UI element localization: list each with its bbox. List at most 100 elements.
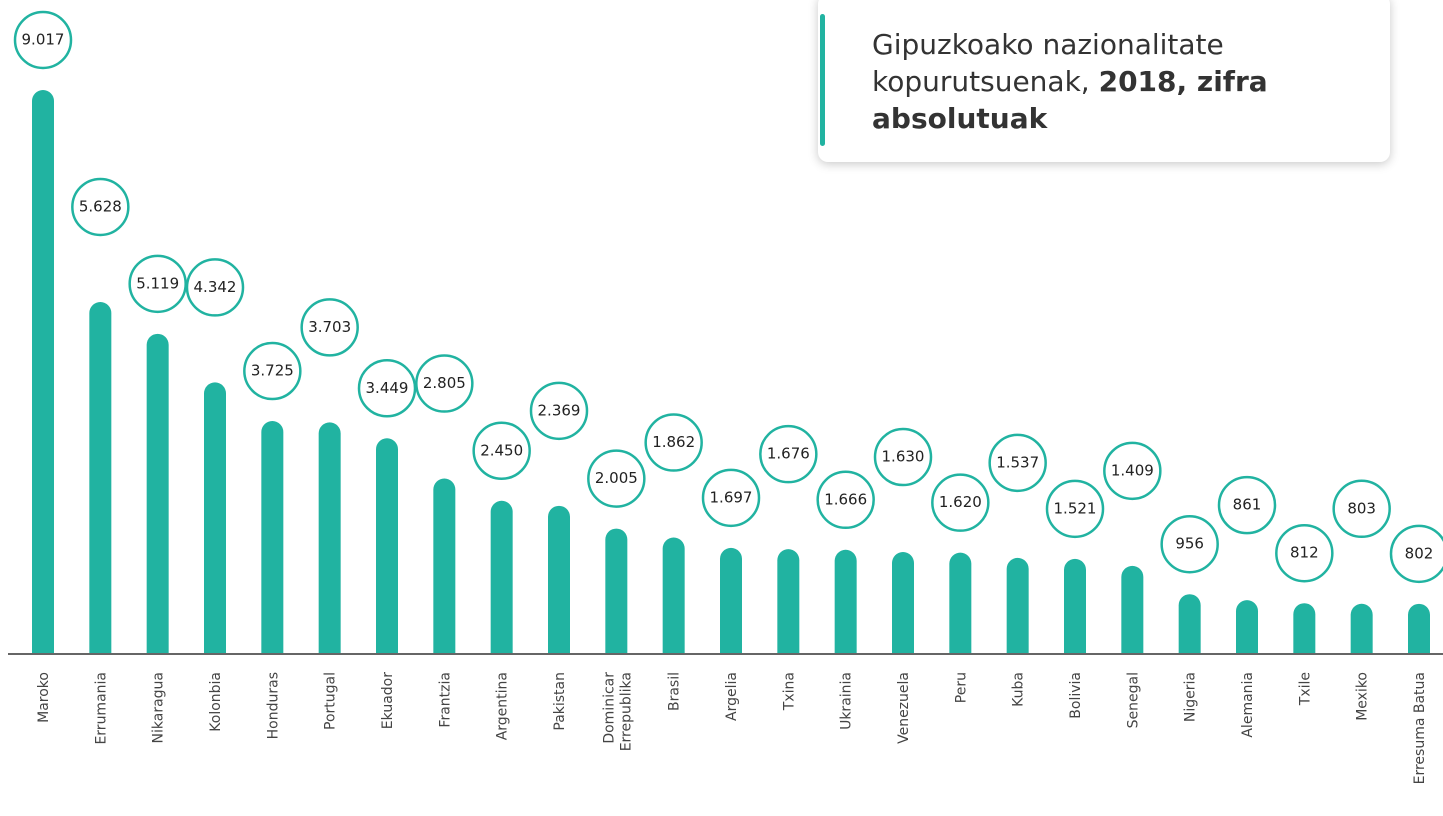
bar: [548, 505, 570, 654]
bar: [376, 438, 398, 654]
bar: [1408, 603, 1430, 654]
value-label: 2.805: [423, 374, 466, 392]
bar: [1178, 594, 1201, 654]
value-label: 2.450: [480, 441, 523, 459]
value-label: 803: [1347, 499, 1376, 517]
bar: [720, 547, 742, 654]
x-tick-label: Peru: [953, 672, 969, 703]
value-label: 2.369: [538, 401, 581, 419]
value-bubble: [644, 413, 703, 472]
bar: [318, 422, 341, 654]
bar: [146, 333, 169, 654]
value-bubble: [759, 424, 818, 484]
value-label: 812: [1290, 544, 1319, 562]
x-tick-label: Venezuela: [896, 672, 912, 744]
x-tick-label: Bolivia: [1068, 672, 1084, 719]
x-tick-label: DominicarErrepublika: [601, 672, 634, 752]
value-bubble: [1332, 479, 1391, 539]
x-tick-label: Ekuador: [380, 672, 396, 729]
bar: [1350, 603, 1373, 654]
title-text: Gipuzkoako nazionalitate kopurutsuenak,: [872, 28, 1224, 98]
value-bubble: [472, 421, 531, 481]
x-tick-label: Errumania: [93, 672, 109, 745]
x-tick-label: Nigeria: [1183, 672, 1199, 722]
x-tick-label: Ukrainia: [839, 672, 855, 730]
bar: [1293, 603, 1316, 654]
value-bubble: [529, 381, 589, 441]
value-label: 3.449: [366, 379, 409, 397]
value-label: 2.005: [595, 469, 638, 487]
bar: [1006, 557, 1029, 654]
bar: [261, 421, 284, 654]
bar: [1236, 600, 1258, 654]
value-label: 1.409: [1111, 461, 1154, 479]
value-label: 861: [1233, 496, 1262, 514]
x-tick-label: Argentina: [495, 672, 511, 740]
value-bubble: [988, 433, 1047, 493]
value-label: 1.630: [882, 448, 925, 466]
value-bubble: [357, 359, 417, 418]
bar: [490, 500, 513, 654]
title-accent: [820, 14, 825, 146]
bar: [892, 552, 914, 654]
title-box: Gipuzkoako nazionalitate kopurutsuenak, …: [818, 0, 1390, 162]
bar: [1064, 558, 1086, 654]
bar: [605, 528, 628, 654]
value-bubble: [1389, 524, 1443, 584]
value-bubble: [1217, 475, 1277, 535]
value-bubble: [13, 10, 73, 70]
x-tick-label: Portugal: [323, 672, 339, 730]
bar: [834, 549, 857, 654]
value-label: 3.703: [308, 318, 351, 336]
value-label: 5.119: [136, 274, 179, 292]
value-label: 1.521: [1054, 499, 1097, 517]
x-tick-label: Pakistan: [552, 672, 568, 731]
bar: [949, 552, 972, 654]
x-tick-label: Frantzia: [437, 672, 453, 728]
value-label: 3.725: [251, 362, 294, 380]
value-label: 1.666: [824, 490, 867, 508]
value-bubble: [873, 427, 933, 487]
value-bubble: [816, 470, 875, 530]
value-bubble: [931, 473, 990, 532]
value-bubble: [243, 341, 302, 401]
bar: [32, 90, 54, 654]
bar: [662, 537, 685, 654]
title: Gipuzkoako nazionalitate kopurutsuenak, …: [872, 26, 1292, 137]
x-tick-label: Erresuma Batua: [1412, 672, 1428, 784]
bar: [777, 549, 800, 654]
x-tick-label: Txile: [1297, 672, 1313, 706]
value-bubble: [1103, 441, 1162, 501]
value-label: 1.862: [652, 433, 695, 451]
value-label: 9.017: [22, 31, 65, 49]
value-bubble: [1160, 514, 1219, 574]
x-tick-label: Nikaragua: [151, 672, 167, 743]
value-bubble: [415, 354, 474, 413]
x-tick-label: Kolonbia: [208, 672, 224, 732]
value-label: 1.676: [767, 445, 810, 463]
bar: [1121, 565, 1144, 654]
x-tick-label: Senegal: [1125, 672, 1141, 728]
x-tick-label: Kuba: [1011, 672, 1027, 707]
value-bubble: [71, 177, 130, 237]
x-tick-label: Brasil: [667, 672, 683, 711]
x-tick-label: Txina: [781, 672, 797, 711]
bar: [89, 301, 112, 654]
value-label: 5.628: [79, 197, 122, 215]
value-label: 802: [1405, 544, 1434, 562]
value-bubble: [701, 468, 761, 528]
value-label: 1.537: [996, 453, 1039, 471]
bar: [204, 382, 226, 654]
value-bubble: [587, 449, 646, 508]
value-label: 4.342: [194, 278, 237, 296]
x-tick-label: Argelia: [724, 672, 740, 721]
x-tick-label: Mexiko: [1355, 672, 1371, 721]
bar: [433, 478, 456, 654]
x-tick-label: Maroko: [36, 672, 52, 723]
x-tick-label: Alemania: [1240, 672, 1256, 738]
title-bold: 2018, zifra absolutuak: [872, 65, 1268, 135]
value-bubble: [1275, 523, 1334, 583]
value-bubble: [300, 298, 359, 357]
value-label: 1.697: [710, 488, 753, 506]
